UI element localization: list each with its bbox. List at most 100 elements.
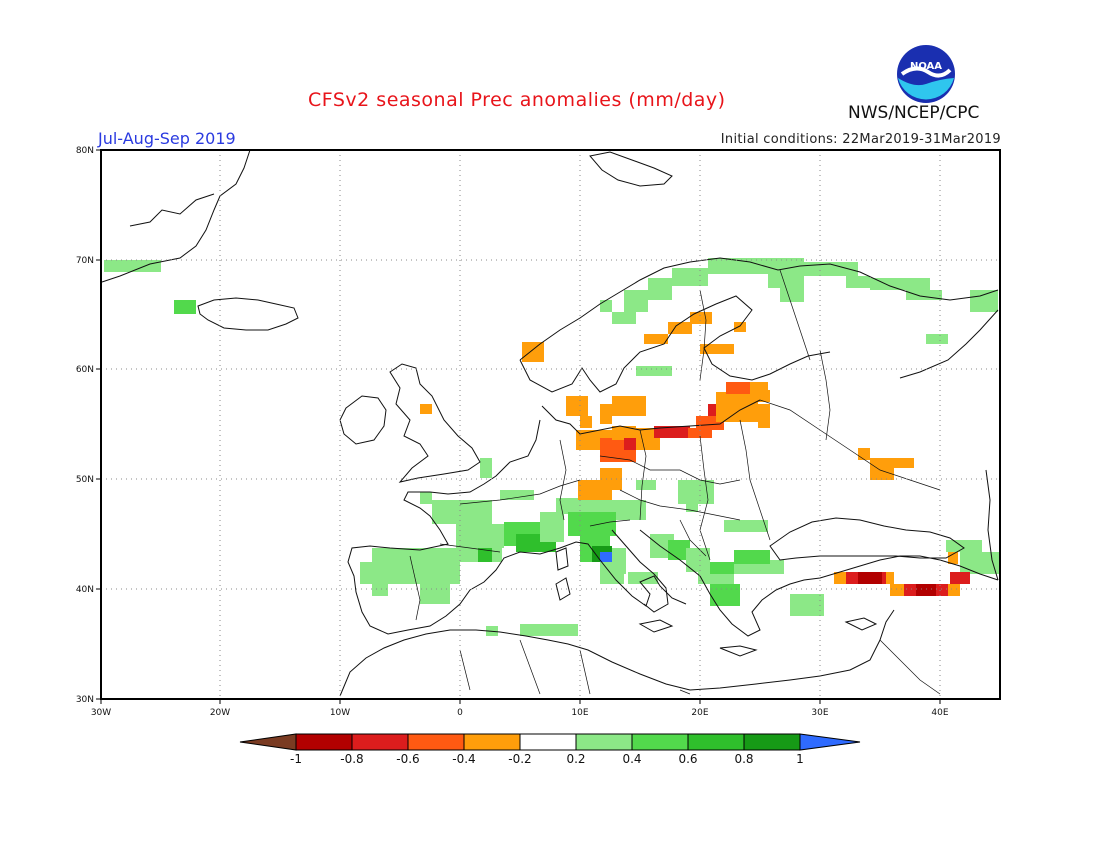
anomaly-cell (568, 512, 616, 536)
anomaly-cell (950, 572, 970, 584)
anomaly-cell (726, 382, 750, 394)
graticule (101, 150, 1000, 699)
anomaly-cell (946, 540, 982, 552)
anomaly-cell (698, 572, 734, 584)
anomaly-cell (724, 520, 768, 532)
anomaly-cell (780, 288, 804, 302)
lon-label: 10W (330, 708, 350, 718)
anomaly-cell (600, 404, 612, 424)
anomaly-cell (612, 426, 636, 440)
anomaly-cell (858, 572, 882, 584)
anomaly-cell (688, 428, 712, 438)
lon-label: 20W (210, 708, 230, 718)
anomaly-cell (768, 258, 804, 288)
anomaly-cell (870, 468, 894, 480)
anomaly-cell (678, 480, 714, 504)
lat-label: 80N (76, 146, 94, 156)
anomaly-cell (710, 584, 740, 606)
anomaly-cell (948, 552, 958, 564)
colorbar-swatch (239, 733, 297, 751)
anomaly-cell (580, 416, 592, 428)
lon-label: 30W (91, 708, 111, 718)
north-africa-coast (339, 609, 895, 697)
anomaly-cell (578, 480, 612, 500)
anomaly-cell (846, 276, 870, 288)
anomaly-cell (360, 562, 460, 584)
colorbar-swatch (631, 733, 689, 751)
anomaly-cell (420, 404, 432, 414)
anomaly-cell (804, 262, 858, 276)
anomaly-cell (960, 552, 1000, 574)
anomaly-cell (616, 500, 646, 520)
anomaly-cell (870, 458, 914, 468)
anomaly-cell (566, 396, 588, 416)
anomaly-cell (668, 322, 692, 334)
balkans-coast (639, 529, 999, 637)
anomaly-cell (624, 290, 648, 312)
anomaly-cell (686, 548, 710, 572)
anomaly-cell (540, 512, 564, 542)
colorbar-tick: 1 (796, 752, 804, 766)
colorbar-swatch (743, 733, 801, 751)
anomaly-cell (758, 404, 770, 428)
anomaly-cell (420, 584, 450, 604)
coastlines (101, 149, 999, 697)
anomaly-cell (690, 312, 712, 324)
colorbar-tick: 0.2 (566, 752, 585, 766)
anomaly-cell (710, 562, 734, 574)
anomaly-cell (790, 594, 824, 616)
colorbar-tick: -0.6 (396, 752, 419, 766)
anomaly-cell (858, 448, 870, 460)
colorbar-swatch (575, 733, 633, 751)
anomaly-cell (870, 278, 930, 290)
map-frame (100, 149, 1001, 700)
iceland-coast (197, 297, 299, 331)
lon-label: 10E (571, 708, 588, 718)
anomaly-cell (734, 322, 746, 332)
anomaly-cell (372, 584, 388, 596)
lat-label: 50N (76, 475, 94, 485)
anomaly-cell (906, 290, 942, 300)
colorbar-tick: 0.4 (622, 752, 641, 766)
country-borders (409, 269, 941, 695)
colorbar-swatch (519, 733, 577, 751)
lat-label: 70N (76, 256, 94, 266)
anomaly-cell (926, 334, 948, 344)
colorbar-tick: -0.2 (508, 752, 531, 766)
scandinavia-coast (519, 257, 999, 361)
map-title: CFSv2 seasonal Prec anomalies (mm/day) (308, 89, 726, 111)
lat-label: 40N (76, 585, 94, 595)
anomaly-cell (700, 344, 734, 354)
colorbar (239, 733, 861, 751)
colorbar-tick: 0.8 (734, 752, 753, 766)
initial-conditions-label: Initial conditions: 22Mar2019-31Mar2019 (720, 132, 1001, 147)
anomaly-cell (600, 552, 612, 562)
lat-label: 30N (76, 695, 94, 705)
anomaly-cell (672, 268, 708, 286)
lat-label: 60N (76, 365, 94, 375)
colorbar-tick: -1 (290, 752, 302, 766)
svalbard-coast (589, 151, 673, 187)
anomaly-cell (636, 480, 656, 490)
anomaly-cell (104, 260, 161, 272)
anomaly-cell (480, 458, 492, 478)
colorbar-tick: -0.8 (340, 752, 363, 766)
lon-label: 40E (931, 708, 948, 718)
colorbar-swatch (407, 733, 465, 751)
anomaly-cell (916, 584, 936, 596)
italy-coast (611, 529, 669, 613)
anomaly-cell (556, 498, 592, 514)
europe-coast (899, 309, 999, 379)
season-label: Jul-Aug-Sep 2019 (98, 129, 236, 148)
anomaly-cell (654, 426, 690, 438)
anomaly-cell (612, 312, 636, 324)
anomaly-cell (520, 624, 578, 636)
anomaly-cell (420, 492, 432, 504)
colorbar-swatch (463, 733, 521, 751)
anomaly-cell (372, 548, 502, 562)
anomaly-cell (500, 490, 534, 500)
anomaly-cell (734, 550, 770, 564)
noaa-logo: NOAA (897, 45, 955, 103)
colorbar-swatch (687, 733, 745, 751)
